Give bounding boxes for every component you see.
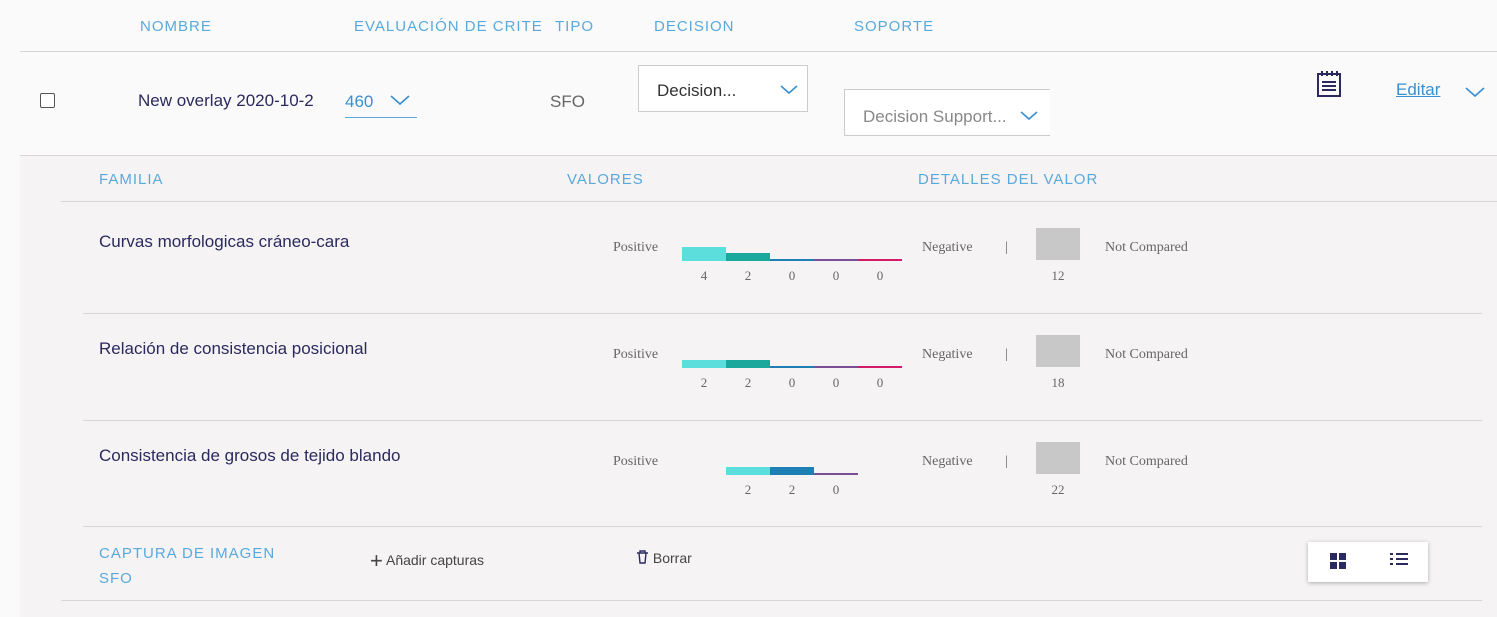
divider	[61, 201, 1497, 202]
value-count: 0	[788, 375, 796, 390]
divider	[83, 313, 1482, 314]
value-count: 0	[832, 482, 840, 497]
add-label: Añadir capturas	[385, 552, 485, 568]
not-compared-count: 12	[1051, 268, 1065, 283]
edit-link[interactable]: Editar	[1396, 80, 1441, 99]
positive-label: Positive	[613, 240, 659, 255]
positive-label: Positive	[613, 454, 659, 469]
not-compared-label: Not Compared	[1105, 454, 1188, 469]
not-compared-count: 22	[1051, 482, 1065, 497]
not-compared-box	[1036, 335, 1080, 367]
value-count: 0	[832, 375, 840, 390]
value-count: 2	[700, 375, 708, 390]
capture-title: CAPTURA DE IMAGEN SFO	[99, 545, 276, 587]
chevron	[390, 95, 410, 106]
negative-label: Negative	[922, 240, 973, 255]
value-bar	[858, 366, 902, 368]
separator: |	[1005, 347, 1008, 362]
value-count: 2	[744, 375, 752, 390]
value-bar	[770, 366, 814, 368]
delete-label: Borrar	[652, 550, 692, 566]
column-header: SOPORTE	[854, 18, 935, 35]
value-bar	[858, 259, 902, 261]
family-name: Relación de consistencia posicional	[99, 339, 368, 358]
column-header: TIPO	[555, 18, 595, 35]
expand-chevron[interactable]	[1464, 86, 1486, 98]
not-compared-label: Not Compared	[1105, 240, 1188, 255]
decision-select[interactable]: Decision...	[638, 65, 808, 112]
value-bar	[726, 360, 770, 368]
value-bar	[814, 366, 858, 368]
value-count: 0	[876, 268, 884, 283]
column-header: DECISION	[654, 18, 735, 35]
value-bar	[682, 247, 726, 261]
column-header: DETALLES DEL VALOR	[918, 171, 1099, 188]
column-header: VALORES	[567, 171, 644, 188]
score: 460	[345, 92, 374, 111]
value-count: 0	[788, 268, 796, 283]
score-select[interactable]: 460	[345, 92, 417, 118]
grid-view-icon[interactable]	[1329, 552, 1347, 570]
value-count: 0	[876, 375, 884, 390]
negative-label: Negative	[922, 347, 973, 362]
chevron	[780, 85, 798, 95]
value-count: 4	[700, 268, 708, 283]
column-header: FAMILIA	[99, 171, 164, 188]
not-compared-box	[1036, 442, 1080, 474]
value-bar	[814, 473, 858, 475]
value-count: 2	[744, 268, 752, 283]
list-view-icon[interactable]	[1389, 552, 1409, 568]
value-bars	[682, 360, 902, 368]
separator: |	[1005, 240, 1008, 255]
value-count: 2	[788, 482, 796, 497]
not-compared-box	[1036, 228, 1080, 260]
value-count: 2	[744, 482, 752, 497]
not-compared-count: 18	[1051, 375, 1065, 390]
family-name: Curvas morfologicas cráneo-cara	[99, 232, 350, 251]
trash-icon	[637, 550, 648, 564]
decision: Decision...	[657, 81, 737, 100]
column-header: NOMBRE	[140, 18, 212, 35]
detail-panel	[20, 156, 1497, 617]
overlay-name: New overlay 2020-10-2	[138, 91, 314, 110]
family-name: Consistencia de grosos de tejido blando	[99, 446, 401, 465]
divider	[61, 600, 1482, 601]
add-button[interactable]: + Añadir capturas	[370, 548, 485, 573]
negative-label: Negative	[922, 454, 973, 469]
value-bar	[770, 259, 814, 261]
positive-label: Positive	[613, 347, 659, 362]
value-bars	[726, 467, 858, 475]
not-compared-label: Not Compared	[1105, 347, 1188, 362]
value-bar	[726, 467, 770, 475]
divider	[83, 526, 1482, 527]
type: SFO	[550, 92, 585, 111]
divider	[83, 420, 1482, 421]
value-bar	[814, 259, 858, 261]
view-toggle	[1308, 542, 1428, 582]
value-bar	[770, 467, 814, 475]
value-bar	[682, 360, 726, 368]
divider	[20, 155, 1497, 156]
checkbox[interactable]	[40, 93, 55, 108]
column-header: EVALUACIÓN DE CRITE	[354, 18, 543, 35]
value-bars	[682, 247, 902, 261]
calendar-icon[interactable]	[1316, 70, 1342, 98]
support-select[interactable]: Decision Support...	[844, 89, 1050, 136]
value-bar	[726, 253, 770, 261]
chevron	[1020, 111, 1038, 121]
separator: |	[1005, 454, 1008, 469]
value-count: 0	[832, 268, 840, 283]
delete-button[interactable]: Borrar	[636, 550, 692, 566]
support: Decision Support...	[863, 107, 1007, 126]
divider	[20, 51, 1497, 52]
